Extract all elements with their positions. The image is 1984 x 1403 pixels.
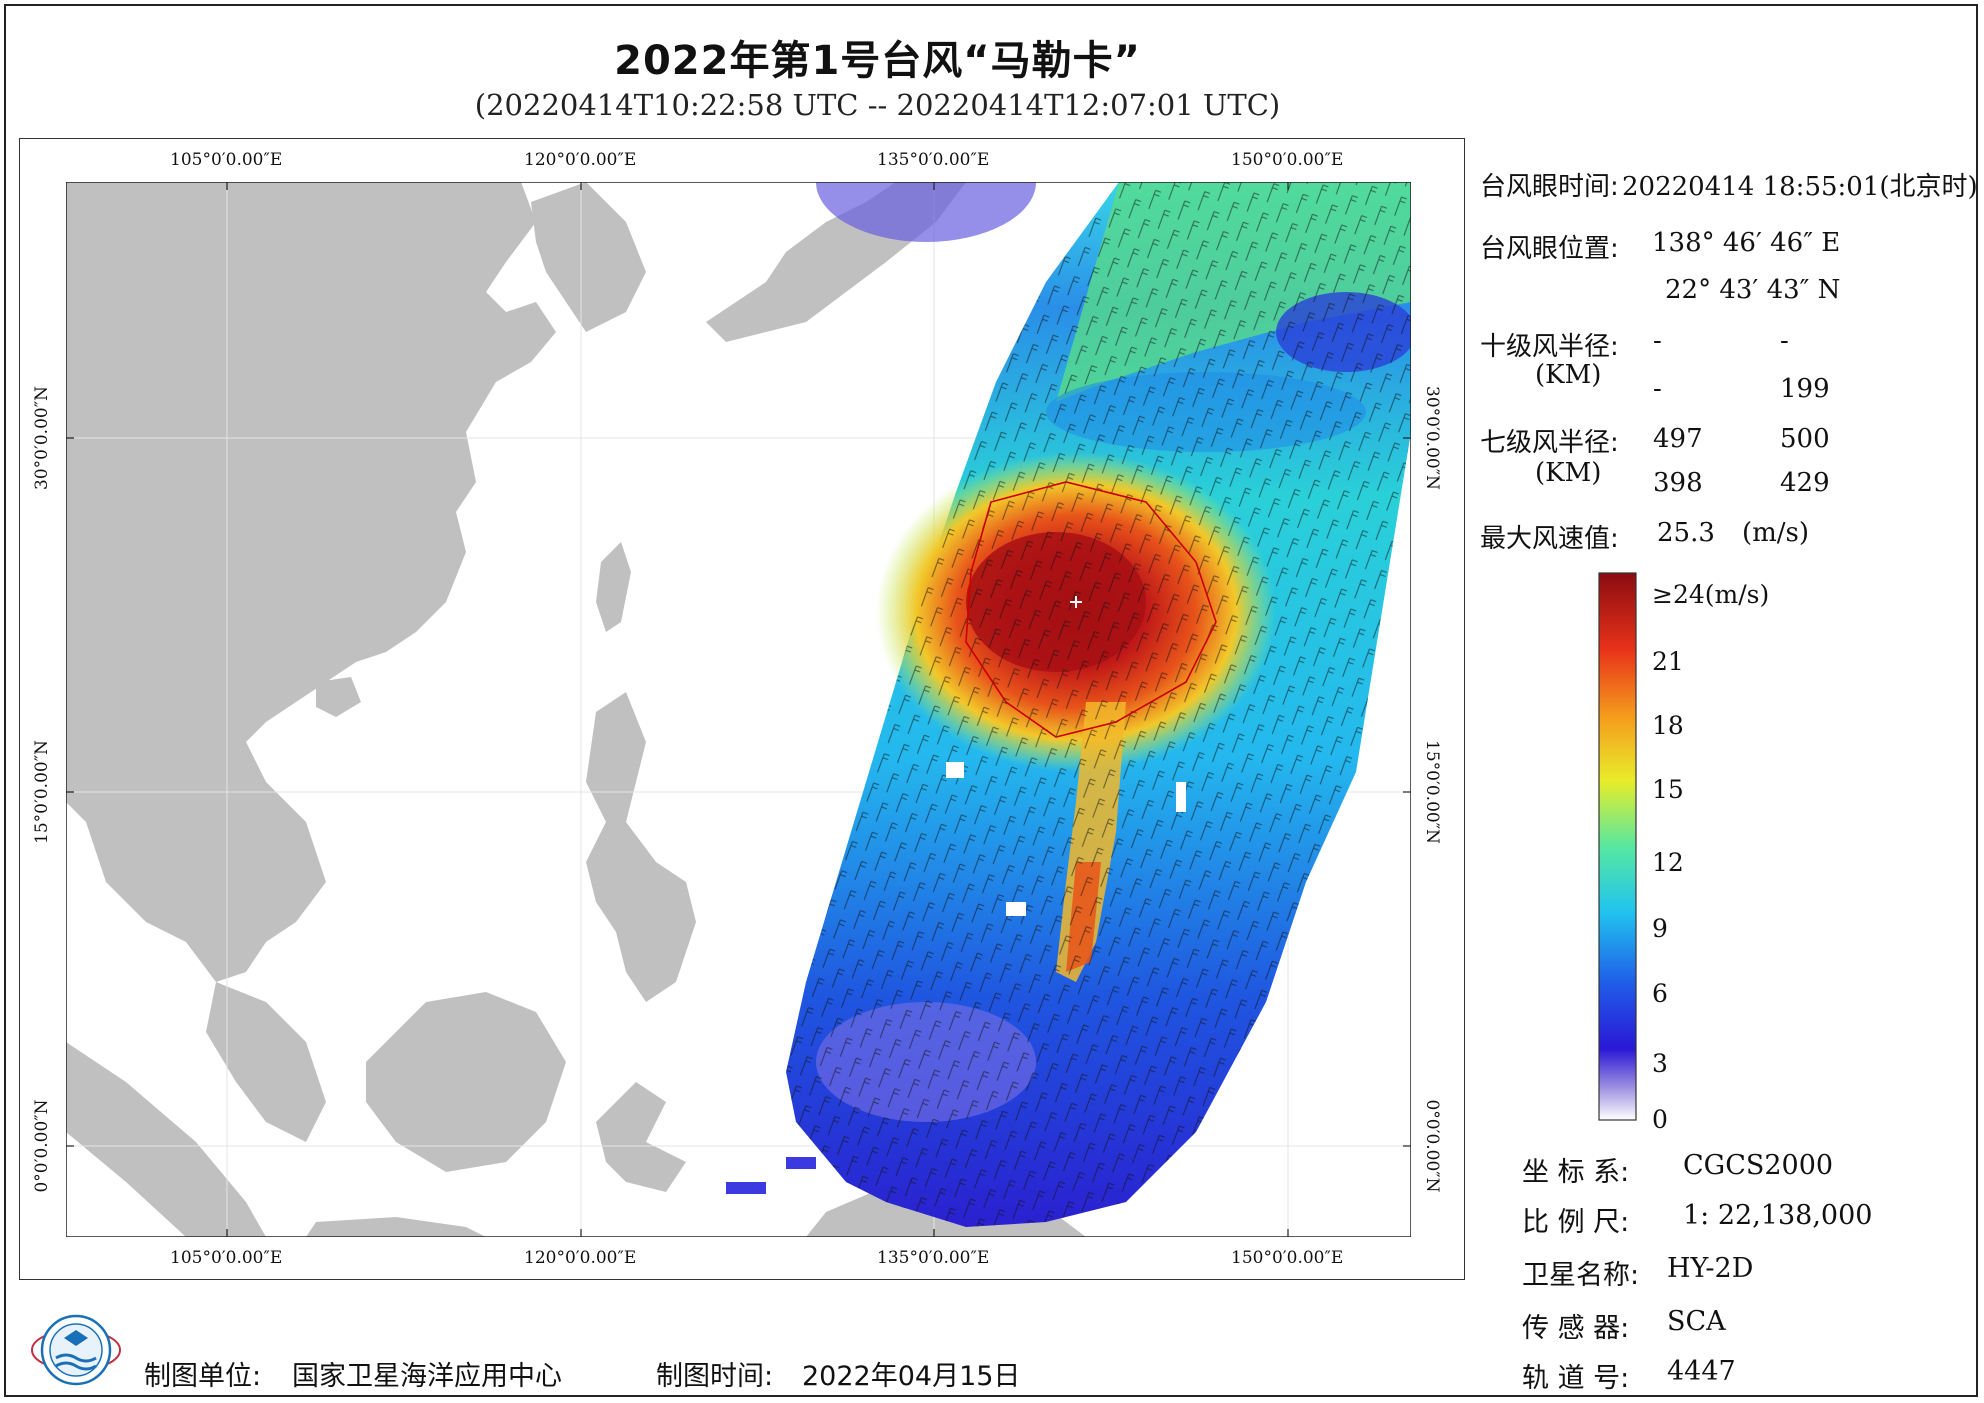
- wind-swath: [726, 182, 1411, 1227]
- r10-value: 199: [1780, 374, 1830, 404]
- colorbar-label: 15: [1652, 775, 1684, 804]
- lon-tick-label: 105°0′0.00″E: [170, 150, 283, 170]
- lat-tick-label: 15°0′0.00″N: [32, 740, 52, 844]
- eye-longitude: 138° 46′ 46″ E: [1652, 228, 1841, 258]
- map-title: 2022年第1号台风“马勒卡”: [614, 38, 1141, 84]
- production-time-value: 2022年04月15日: [802, 1361, 1021, 1392]
- lon-tick-label: 105°0′0.00″E: [170, 1248, 283, 1268]
- r7-value: 429: [1780, 468, 1830, 498]
- eye-time-label: 台风眼时间:: [1480, 172, 1619, 202]
- colorbar-label: 3: [1652, 1049, 1668, 1078]
- max-wind-value: 25.3: [1657, 518, 1715, 548]
- r7-value: 500: [1780, 424, 1830, 454]
- lon-tick-label: 150°0′0.00″E: [1231, 1248, 1344, 1268]
- r7-value: 398: [1653, 468, 1703, 498]
- map-subtitle: (20220414T10:22:58 UTC -- 20220414T12:07…: [474, 88, 1281, 122]
- lon-tick-label: 135°0′0.00″E: [877, 150, 990, 170]
- colorbar-label: 18: [1652, 711, 1684, 740]
- lat-tick-label: 30°0′0.00″N: [1422, 386, 1442, 490]
- r7-label: 七级风半径:: [1480, 428, 1619, 458]
- nsoas-logo-icon: [31, 1314, 121, 1386]
- max-wind-label: 最大风速值:: [1480, 524, 1619, 554]
- crs-label: 坐 标 系:: [1522, 1157, 1630, 1188]
- producer-label: 制图单位:: [144, 1361, 262, 1392]
- r10-value: -: [1653, 326, 1662, 356]
- r10-value: -: [1653, 374, 1662, 404]
- r10-label: 十级风半径:: [1480, 332, 1619, 362]
- scale-label: 比 例 尺:: [1522, 1207, 1630, 1238]
- wind-radius-outline: [965, 481, 1217, 738]
- r7-value: 497: [1653, 424, 1703, 454]
- colorbar-label: 0: [1652, 1105, 1668, 1134]
- lon-tick-label: 120°0′0.00″E: [524, 150, 637, 170]
- lat-tick-label: 30°0′0.00″N: [32, 386, 52, 490]
- orbit-label: 轨 道 号:: [1522, 1363, 1630, 1394]
- colorbar-label: ≥24(m/s): [1652, 580, 1770, 609]
- producer-value: 国家卫星海洋应用中心: [292, 1361, 562, 1392]
- sensor-label: 传 感 器:: [1522, 1313, 1630, 1344]
- eye-position-label: 台风眼位置:: [1480, 234, 1619, 264]
- eye-time-value: 20220414 18:55:01(北京时): [1622, 172, 1978, 202]
- wind-speed-colorbar: [1598, 572, 1637, 1121]
- land-layer: [66, 182, 1086, 1237]
- colorbar-label: 9: [1652, 914, 1668, 943]
- typhoon-eye-marker: [1070, 596, 1082, 608]
- lat-tick-label: 0°0′0.00″N: [32, 1099, 52, 1193]
- map-frame: [19, 138, 1465, 1280]
- outer-frame: [4, 4, 1978, 1397]
- crs-value: CGCS2000: [1683, 1150, 1834, 1181]
- eye-latitude: 22° 43′ 43″ N: [1665, 275, 1841, 305]
- orbit-value: 4447: [1667, 1356, 1736, 1387]
- r10-value: -: [1780, 326, 1789, 356]
- lon-tick-label: 135°0′0.00″E: [877, 1248, 990, 1268]
- colorbar-label: 6: [1652, 979, 1668, 1008]
- satellite-value: HY-2D: [1667, 1253, 1754, 1284]
- lat-tick-label: 0°0′0.00″N: [1422, 1099, 1442, 1193]
- max-wind-unit: (m/s): [1742, 518, 1810, 548]
- lon-tick-label: 150°0′0.00″E: [1231, 150, 1344, 170]
- lon-tick-label: 120°0′0.00″E: [524, 1248, 637, 1268]
- production-time-label: 制图时间:: [656, 1361, 774, 1392]
- sensor-value: SCA: [1667, 1306, 1726, 1337]
- r7-unit: (KM): [1535, 458, 1602, 488]
- lat-tick-label: 15°0′0.00″N: [1422, 740, 1442, 844]
- satellite-label: 卫星名称:: [1522, 1260, 1640, 1291]
- r10-unit: (KM): [1535, 360, 1602, 390]
- scale-value: 1: 22,138,000: [1683, 1200, 1873, 1231]
- colorbar-label: 21: [1652, 647, 1684, 676]
- wind-field-map: [66, 182, 1411, 1237]
- colorbar-label: 12: [1652, 848, 1684, 877]
